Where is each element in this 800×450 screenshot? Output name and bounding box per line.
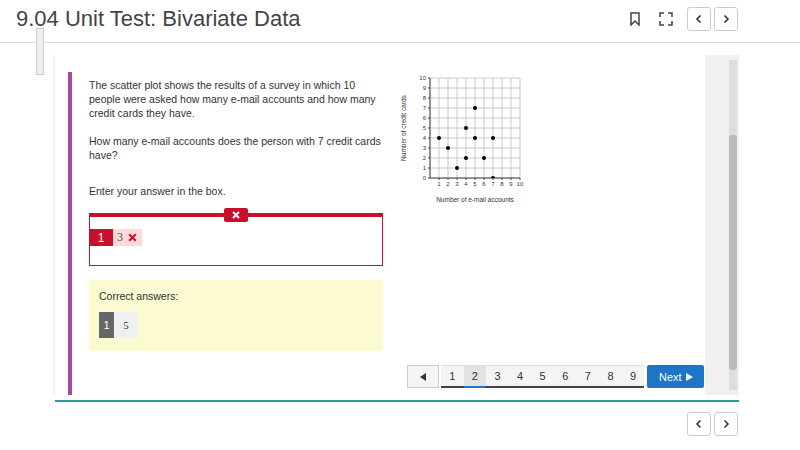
- svg-text:Number of e-mail accounts: Number of e-mail accounts: [436, 196, 514, 202]
- html-text:1: 1: [97, 230, 105, 245]
- html-text:6: 6: [562, 370, 569, 382]
- svg-text:Number of credit cards: Number of credit cards: [400, 94, 407, 160]
- html-text:Next: Next: [659, 370, 682, 383]
- svg-text:9: 9: [423, 85, 427, 91]
- html-text:3: 3: [117, 230, 123, 244]
- html-text:5: 5: [539, 370, 546, 382]
- svg-text:5: 5: [423, 125, 427, 131]
- html-text:1: 1: [103, 319, 110, 331]
- svg-text:7: 7: [423, 105, 427, 111]
- svg-text:5: 5: [473, 181, 477, 187]
- html-text:5: 5: [123, 319, 129, 331]
- svg-text:2: 2: [446, 181, 450, 187]
- html-text:Enter your answer in the box.: Enter your answer in the box.: [89, 185, 226, 197]
- html-text:8: 8: [607, 370, 614, 382]
- html-text:7: 7: [584, 370, 591, 382]
- html-text:How many e-mail accounts does: How many e-mail accounts does the person…: [89, 135, 381, 161]
- html-text:The scatter plot shows the res: The scatter plot shows the results of a …: [89, 79, 376, 119]
- svg-text:8: 8: [500, 181, 504, 187]
- svg-text:6: 6: [482, 181, 486, 187]
- svg-text:3: 3: [455, 181, 459, 187]
- svg-text:6: 6: [423, 115, 427, 121]
- svg-text:9: 9: [509, 181, 513, 187]
- svg-text:10: 10: [517, 181, 524, 187]
- svg-text:4: 4: [464, 181, 468, 187]
- svg-text:1: 1: [437, 181, 441, 187]
- html-text:2: 2: [471, 370, 478, 382]
- svg-text:7: 7: [491, 181, 495, 187]
- html-text:1: 1: [449, 370, 456, 382]
- svg-text:10: 10: [419, 75, 426, 81]
- svg-text:1: 1: [423, 165, 427, 171]
- svg-text:3: 3: [423, 145, 427, 151]
- svg-text:0: 0: [423, 175, 427, 181]
- svg-text:2: 2: [423, 155, 427, 161]
- html-text:9: 9: [630, 370, 637, 382]
- html-text:3: 3: [494, 370, 501, 382]
- svg-text:8: 8: [423, 95, 427, 101]
- html-text:9.04 Unit Test: Bivariate Data: 9.04 Unit Test: Bivariate Data: [16, 6, 301, 31]
- html-text:Correct answers:: Correct answers:: [99, 290, 179, 302]
- html-text:4: 4: [517, 370, 524, 382]
- svg-text:4: 4: [423, 135, 427, 141]
